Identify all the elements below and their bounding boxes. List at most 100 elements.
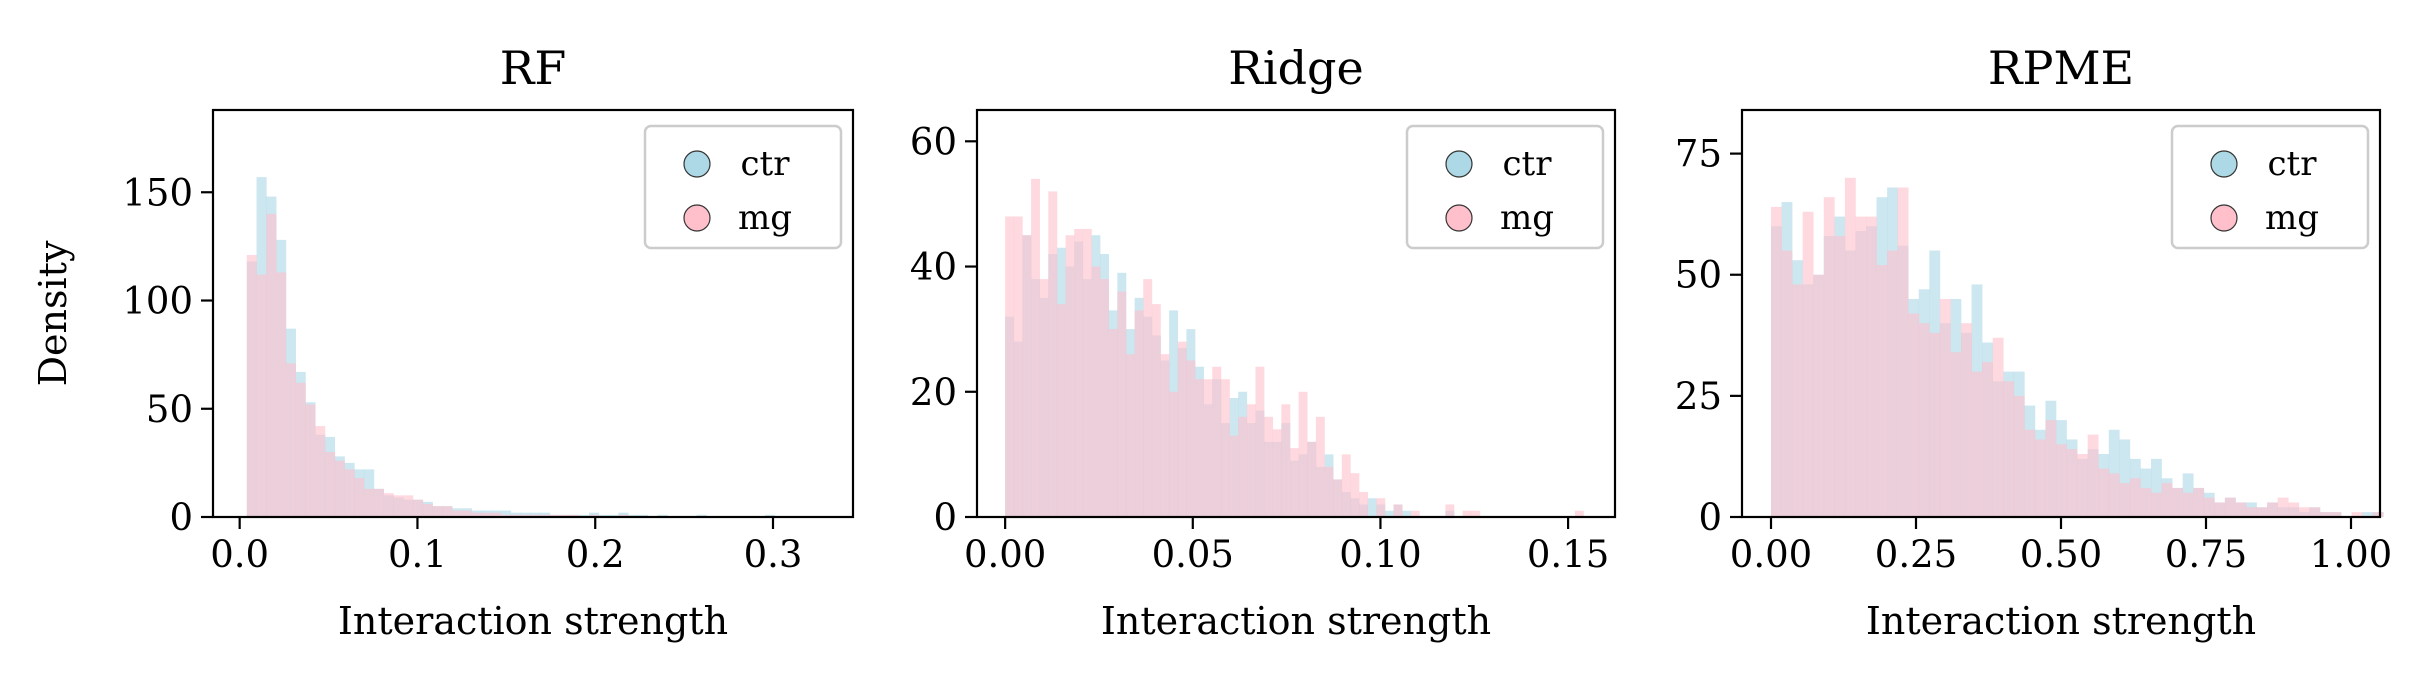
bar-mg: [1950, 352, 1962, 517]
bar-mg: [1771, 206, 1782, 517]
bar-mg: [2013, 395, 2025, 517]
bar-ctr: [2151, 458, 2162, 517]
bar-mg: [1117, 291, 1127, 517]
bar-mg: [256, 274, 267, 517]
bar-mg: [1307, 441, 1317, 517]
bar-mg: [1212, 366, 1222, 517]
x-axis-label: Interaction strength: [1866, 599, 2256, 643]
y-tick-label: 40: [910, 246, 957, 289]
bar-mg: [461, 510, 472, 517]
bar-mg: [334, 460, 345, 517]
y-tick-label: 60: [910, 120, 957, 163]
bar-mg: [1143, 279, 1153, 517]
bar-mg: [403, 495, 414, 517]
bar-mg: [1298, 391, 1308, 517]
bar-mg: [471, 512, 482, 517]
bar-mg: [1082, 228, 1092, 517]
bar-mg: [481, 512, 492, 517]
bar-mg: [2214, 502, 2226, 517]
bar-mg: [1324, 466, 1334, 517]
bar-ctr: [1402, 510, 1412, 517]
x-tick-label: 0.25: [1875, 533, 1957, 576]
bar-mg: [1813, 274, 1825, 517]
series-mg: [1771, 177, 2384, 518]
bar-mg: [2298, 507, 2310, 517]
legend-marker-mg: [2210, 204, 2238, 232]
bar-mg: [295, 382, 306, 517]
legend: ctr mg: [643, 124, 843, 250]
bar-mg: [1823, 197, 1835, 517]
bar-mg: [305, 404, 316, 517]
legend-label: mg: [1500, 198, 1554, 238]
bar-ctr: [2362, 512, 2373, 517]
panel-title: Ridge: [1228, 41, 1363, 95]
bar-mg: [344, 469, 355, 517]
bar-mg: [2129, 478, 2141, 517]
bar-mg: [2003, 381, 2015, 517]
bar-mg: [2203, 497, 2215, 517]
panel-title: RPME: [1988, 41, 2134, 95]
panel-rf: 0.0 0.1 0.2 0.3 0 50 100 150 RF Interaction stren…: [31, 41, 855, 643]
bar-mg: [1971, 371, 1983, 517]
bar-mg: [2066, 449, 2078, 517]
bar-mg: [1290, 448, 1299, 517]
legend-label: ctr: [2268, 144, 2318, 184]
bar-mg: [2182, 492, 2194, 517]
bar-mg: [1022, 235, 1032, 518]
bar-mg: [2056, 444, 2067, 517]
bar-mg: [1462, 510, 1472, 517]
y-tick-label: 150: [122, 171, 193, 214]
bar-mg: [1091, 266, 1101, 517]
bar-mg: [1100, 279, 1110, 517]
bar-mg: [1281, 404, 1291, 517]
legend-label: ctr: [1503, 144, 1553, 184]
y-tick-label: 100: [122, 280, 193, 323]
bar-mg: [1992, 337, 2004, 517]
bar-mg: [1887, 250, 1898, 517]
bar-mg: [2288, 502, 2300, 517]
bar-mg: [2246, 507, 2257, 517]
bar-mg: [1844, 177, 1856, 517]
bar-mg: [2045, 420, 2057, 517]
bar-mg: [1203, 379, 1213, 517]
bar-mg: [1574, 510, 1584, 517]
bar-mg: [1866, 216, 1877, 517]
bar-mg: [2330, 512, 2342, 517]
bar-mg: [354, 478, 365, 517]
bar-mg: [1376, 498, 1386, 517]
bar-ctr: [530, 512, 541, 517]
x-tick-label: 0.50: [2020, 533, 2102, 576]
bar-mg: [1333, 479, 1343, 517]
bar-mg: [1039, 279, 1049, 517]
legend-label: mg: [738, 198, 792, 238]
x-tick-label: 0.00: [1730, 533, 1812, 576]
bar-mg: [2034, 439, 2046, 517]
bar-mg: [2277, 497, 2289, 517]
bar-ctr: [540, 512, 551, 517]
panel-rpme: 0.00 0.25 0.50 0.75 1.00 0 25 50 75 RPME Interacti…: [1675, 41, 2392, 643]
x-tick-label: 1.00: [2310, 533, 2392, 576]
plot-frame: [211, 108, 855, 519]
bar-mg: [2151, 492, 2162, 517]
bar-mg: [266, 213, 277, 517]
bar-ctr: [589, 512, 600, 517]
y-tick-label: 0: [169, 496, 193, 539]
bar-mg: [1781, 250, 1793, 517]
bar-mg: [1341, 454, 1351, 517]
bar-mg: [452, 510, 463, 517]
bar-mg: [2309, 507, 2321, 517]
bar-mg: [2172, 487, 2183, 517]
bar-mg: [1929, 332, 1941, 517]
x-tick-label: 0.0: [210, 533, 269, 576]
legend-marker-mg: [1445, 204, 1473, 232]
y-axis-label: Density: [31, 240, 75, 386]
bar-mg: [393, 495, 404, 517]
bar-mg: [2224, 497, 2236, 517]
y-tick-label: 50: [146, 388, 193, 431]
bar-mg: [1792, 284, 1803, 517]
bar-mg: [442, 506, 453, 517]
bar-mg: [1065, 235, 1075, 518]
bar-mg: [2108, 473, 2120, 517]
bar-mg: [1229, 435, 1239, 517]
y-tick-label: 25: [1675, 375, 1722, 418]
